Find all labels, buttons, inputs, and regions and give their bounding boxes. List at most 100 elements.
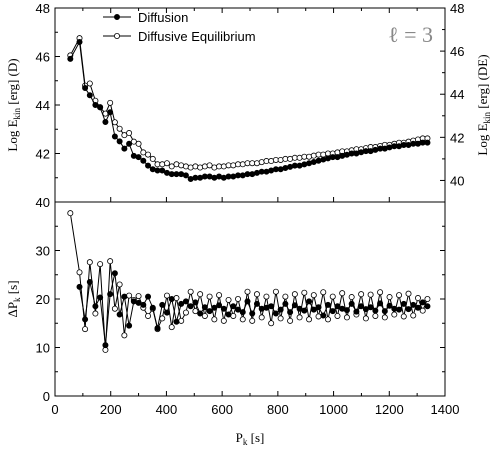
diffusive-equilibrium-spacing-point [86, 259, 93, 266]
diffusion-spacing-point [145, 293, 152, 300]
diffusion-spacing-point [230, 303, 237, 310]
diffusion-spacing-point [182, 298, 189, 305]
ell-annotation: ℓ = 3 [388, 22, 433, 47]
diffusion-spacing-point [419, 299, 426, 306]
legend-entry: Diffusion [103, 10, 188, 25]
diffusive-equilibrium-spacing-point [414, 295, 421, 302]
diffusive-equilibrium-energy-point [201, 163, 208, 170]
y-right-tick-label: 46 [450, 44, 464, 59]
diffusion-spacing-point [197, 310, 204, 317]
diffusion-spacing-point [126, 322, 133, 329]
top-panel: 42 44 46 48 40 42 44 46 48 Log Ekin [erg] (D) Log … [5, 1, 492, 203]
diffusive-equilibrium-spacing-point [282, 293, 289, 300]
legend-entry: Diffusive Equilibrium [103, 29, 256, 44]
diffusion-spacing-point [92, 303, 99, 310]
diffusive-equilibrium-energy-point [163, 160, 170, 167]
diffusion-spacing-point [405, 306, 412, 313]
x-tick-label: 1200 [375, 402, 404, 417]
legend: Diffusion Diffusive Equilibrium [103, 10, 256, 44]
diffusion-spacing-point [301, 307, 308, 314]
diffusive-equilibrium-spacing-line [69, 213, 428, 350]
x-tick-label: 1000 [319, 402, 348, 417]
diffusive-equilibrium-spacing-point [405, 290, 412, 297]
y-tick-label: 0 [43, 389, 50, 404]
diffusive-equilibrium-spacing-point [178, 317, 185, 324]
diffusion-spacing-point [211, 304, 218, 311]
diffusion-spacing-point [282, 300, 289, 307]
diffusion-spacing-point [168, 295, 175, 302]
y-left-tick-label: 42 [36, 147, 50, 162]
diffusive-equilibrium-spacing-point [377, 289, 384, 296]
diffusion-spacing-point [310, 306, 317, 313]
y-left-tick-label: 48 [36, 1, 50, 16]
y-tick-label: 20 [36, 292, 50, 307]
x-tick-label: 800 [267, 402, 289, 417]
legend-label: Diffusive Equilibrium [138, 29, 256, 44]
diffusive-equilibrium-energy-point [258, 159, 265, 166]
diffusive-equilibrium-spacing-point [272, 288, 279, 295]
diffusion-energy-point [107, 109, 114, 116]
diffusive-equilibrium-energy-point [130, 138, 137, 145]
diffusive-equilibrium-spacing-point [343, 314, 350, 321]
diffusive-equilibrium-spacing-point [296, 314, 303, 321]
diffusive-equilibrium-spacing-point [367, 291, 374, 298]
diffusive-equilibrium-spacing-point [76, 269, 83, 276]
diffusion-energy-point [135, 154, 142, 161]
x-tick-label: 1400 [431, 402, 460, 417]
diffusion-spacing-point [377, 300, 384, 307]
diffusive-equilibrium-spacing-point [419, 307, 426, 314]
diffusive-equilibrium-energy-point [239, 161, 246, 168]
diffusion-spacing-point [140, 301, 147, 308]
diffusion-energy-point [67, 55, 74, 62]
diffusive-equilibrium-spacing-point [244, 288, 251, 295]
diffusion-spacing-point [258, 305, 265, 312]
diffusive-equilibrium-spacing-point [92, 310, 99, 317]
y-right-axis-title: Log Ekin [erg] (DE) [475, 54, 492, 155]
diffusive-equilibrium-spacing-point [410, 312, 417, 319]
diffusive-equilibrium-spacing-point [372, 312, 379, 319]
diffusion-spacing-point [187, 303, 194, 310]
diffusion-spacing-point [424, 303, 431, 310]
diffusion-energy-point [424, 139, 431, 146]
diffusion-spacing-point [206, 308, 213, 315]
diffusive-equilibrium-spacing-point [173, 295, 180, 302]
diffusion-energy-point [126, 140, 133, 147]
diffusive-equilibrium-spacing-point [320, 289, 327, 296]
diffusion-spacing-point [249, 310, 256, 317]
diffusion-energy-point [92, 102, 99, 109]
diffusive-equilibrium-spacing-point [197, 291, 204, 298]
diffusion-spacing-point [329, 308, 336, 315]
y-right-tick-label: 42 [450, 130, 464, 145]
diffusive-equilibrium-energy-point [287, 155, 294, 162]
diffusive-equilibrium-energy-point [121, 132, 128, 139]
diffusive-equilibrium-energy-point [173, 161, 180, 168]
diffusion-energy-point [111, 133, 118, 140]
y-left-tick-label: 46 [36, 50, 50, 65]
diffusive-equilibrium-spacing-point [291, 291, 298, 298]
diffusive-equilibrium-spacing-point [329, 293, 336, 300]
y-left-axis-title: Log Ekin [erg] (D) [5, 58, 22, 151]
y-right-tick-label: 48 [450, 1, 464, 16]
diffusive-equilibrium-energy-point [296, 154, 303, 161]
diffusive-equilibrium-spacing-point [82, 326, 89, 333]
y-left-tick-label: 44 [36, 98, 50, 113]
diffusive-equilibrium-energy-point [116, 125, 123, 132]
diffusion-energy-point [140, 157, 147, 164]
diffusion-spacing-point [216, 302, 223, 309]
diffusion-spacing-point [277, 306, 284, 313]
diffusion-spacing-point [396, 306, 403, 313]
diffusive-equilibrium-spacing-point [306, 316, 313, 323]
diffusive-equilibrium-spacing-point [111, 305, 118, 312]
x-tick-label: 200 [100, 402, 122, 417]
diffusion-spacing-point [358, 303, 365, 310]
diffusive-equilibrium-energy-point [197, 164, 204, 171]
y-tick-label: 30 [36, 244, 50, 259]
y-axis-title: ΔPk [s] [5, 280, 22, 317]
diffusion-spacing-point [82, 316, 89, 323]
diffusion-spacing-point [367, 304, 374, 311]
diffusive-equilibrium-spacing-point [386, 294, 393, 301]
diffusive-equilibrium-spacing-point [315, 313, 322, 320]
diffusion-spacing-point [253, 300, 260, 307]
diffusive-equilibrium-energy-point [140, 149, 147, 156]
